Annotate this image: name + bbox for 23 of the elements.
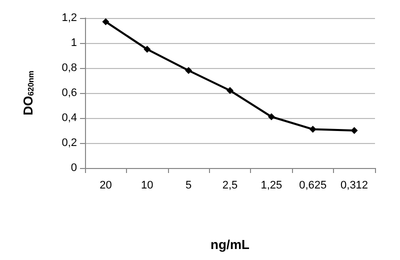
point [102,18,110,26]
y-tick-label: 0,4 [62,112,77,124]
point [226,87,234,94]
point [350,127,358,134]
x-tick-label: 1,25 [260,180,282,192]
y-tick-label: 0,6 [62,87,77,99]
x-tick-label: 0,312 [340,180,368,192]
x-tick-label: 0,625 [299,180,327,192]
y-axis-title: DO620nm [20,70,36,116]
point [144,46,151,53]
x-tick-label: 10 [141,180,154,192]
y-tick-label: 0,2 [62,137,77,149]
y-tick-label: 1,2 [62,12,77,24]
y-tick-label: 0,8 [62,62,77,74]
point [309,126,316,133]
x-tick-label: 2,5 [222,180,238,192]
y-tick-label: 1 [70,37,77,49]
point [268,113,275,120]
x-tick-label: 5 [186,180,192,192]
point [185,67,192,74]
x-axis-title: ng/mL [210,237,250,252]
y-tick-label: 0 [70,162,77,174]
x-tick-label: 20 [100,180,112,192]
